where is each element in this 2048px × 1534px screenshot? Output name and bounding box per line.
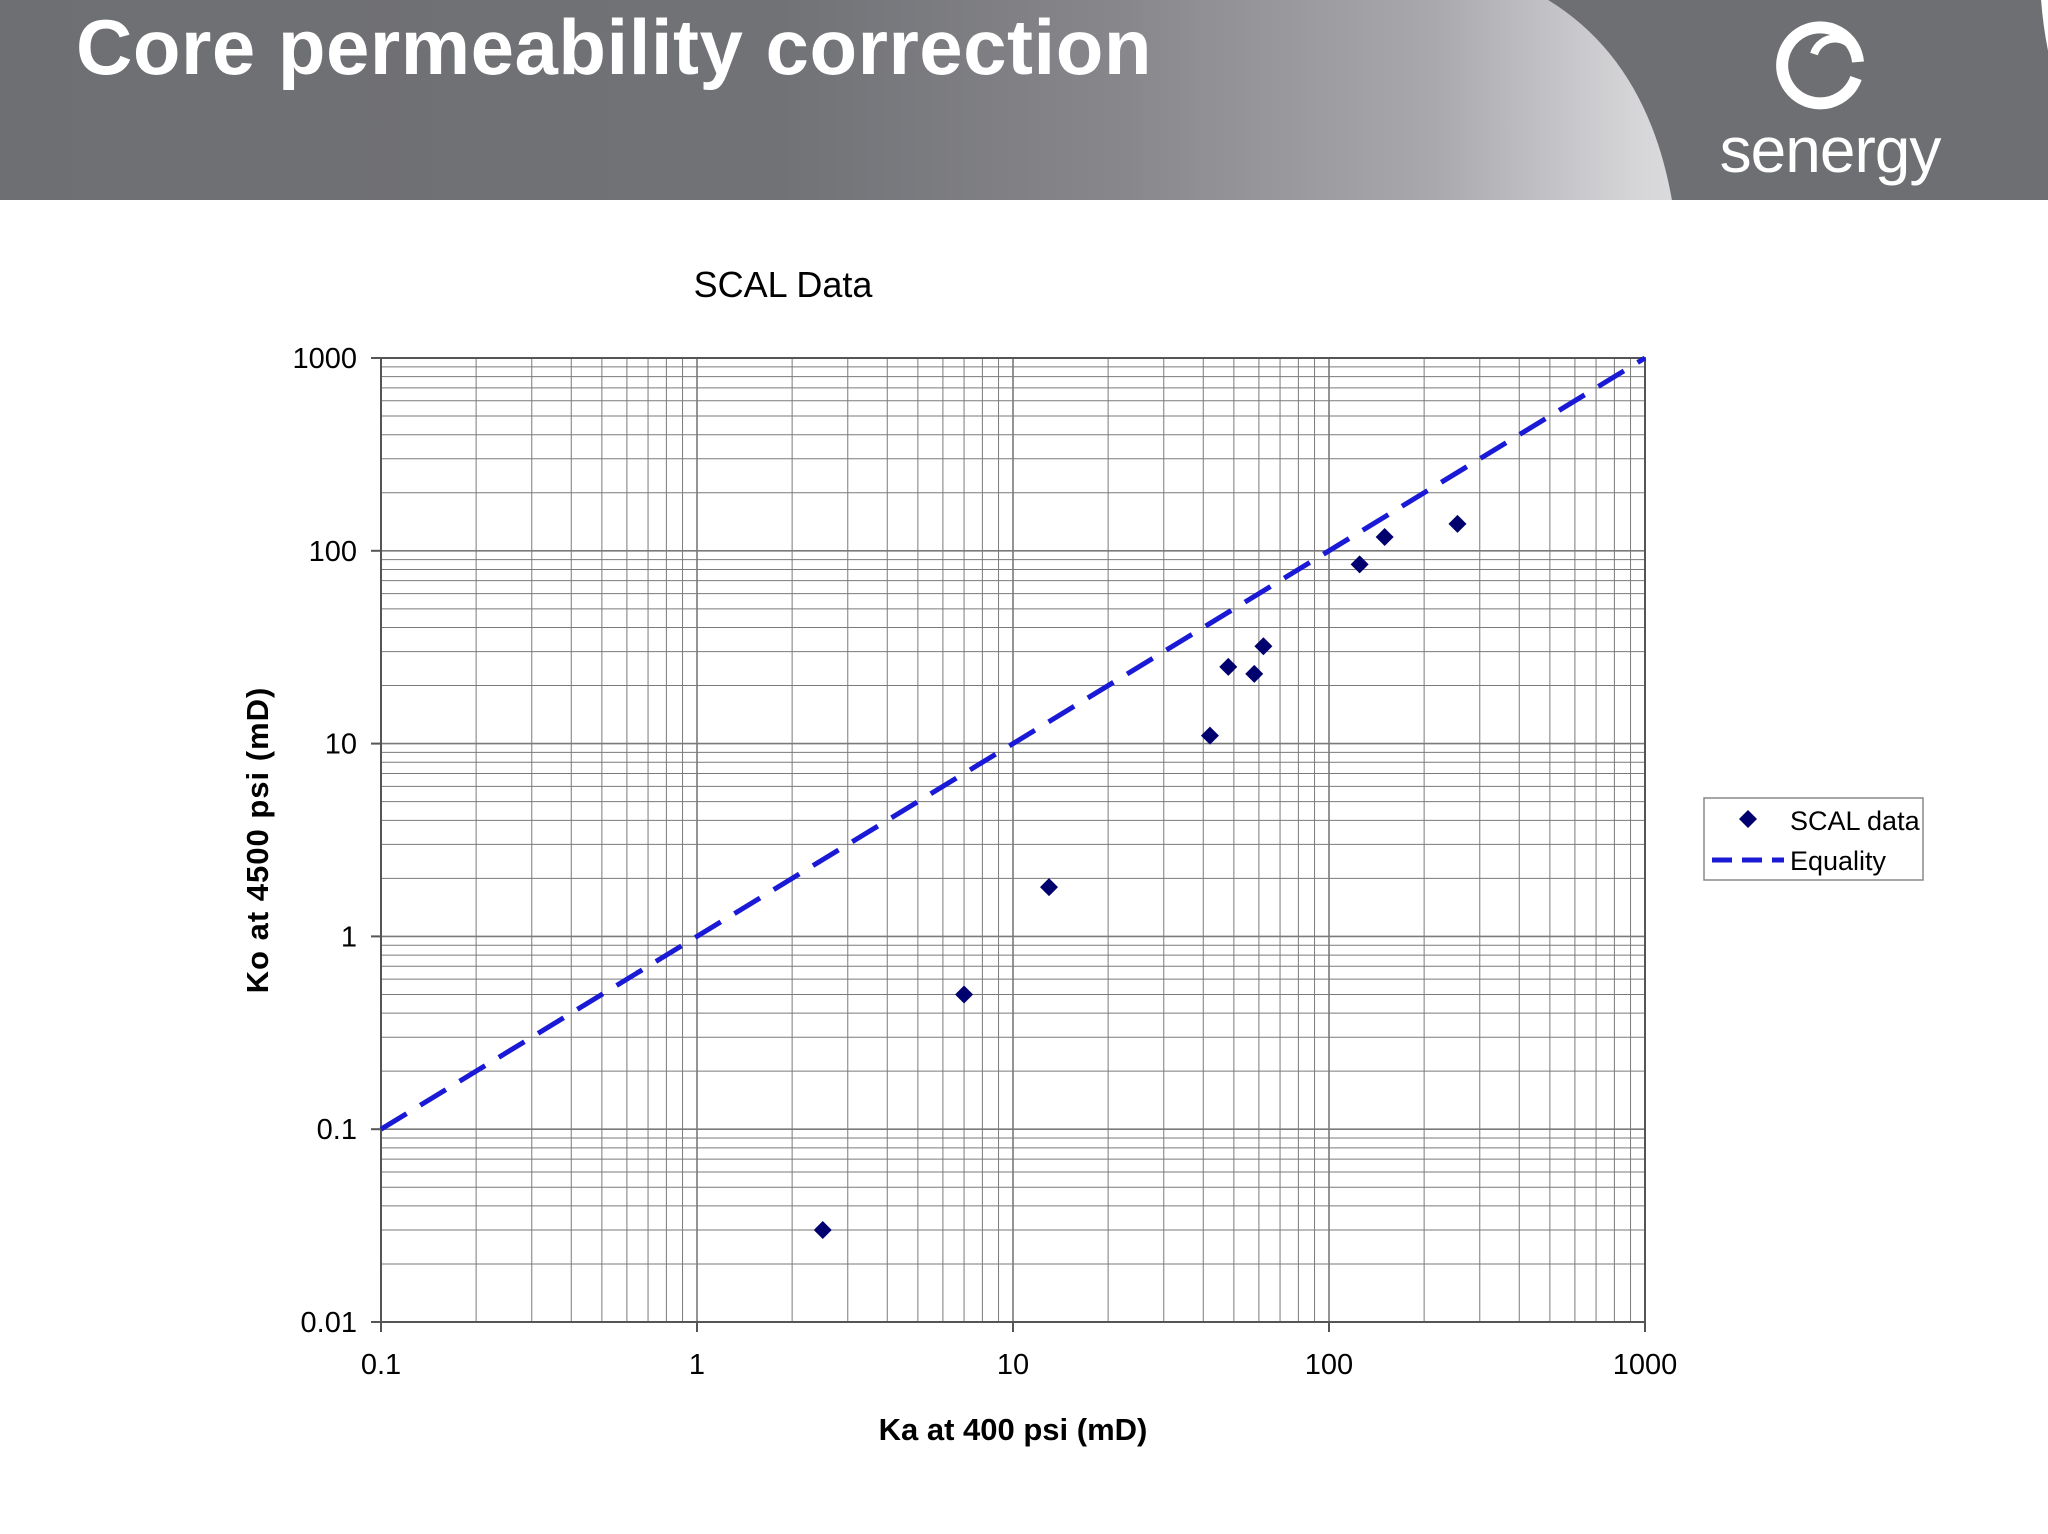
legend-label-equality: Equality (1790, 846, 1887, 876)
x-tick-label: 10 (997, 1349, 1029, 1381)
x-tick-label: 1000 (1613, 1349, 1678, 1381)
x-axis-label: Ka at 400 psi (mD) (879, 1412, 1148, 1447)
senergy-logo: senergy (1690, 18, 1970, 188)
y-tick-label: 100 (309, 536, 357, 568)
chart-gridlines (371, 357, 1646, 1332)
y-axis-label: Ko at 4500 psi (mD) (240, 687, 275, 994)
scal-data-point (1245, 664, 1264, 683)
legend-marker-scal-data (1739, 810, 1757, 828)
scal-data-point (1375, 527, 1394, 546)
equality-line (379, 355, 1647, 1132)
y-tick-label: 10 (325, 729, 357, 761)
scal-data-point (1200, 726, 1219, 745)
scal-data-point (955, 985, 974, 1004)
scal-data-point (1448, 514, 1467, 533)
y-tick-label: 0.1 (317, 1114, 357, 1146)
scal-data-point (1350, 555, 1369, 574)
scal-data-point (1254, 637, 1273, 656)
y-tick-label: 1 (341, 921, 357, 953)
scal-data-point (1219, 657, 1238, 676)
logo-mark-icon (1776, 21, 1864, 110)
chart-title: SCAL Data (694, 264, 874, 305)
chart-legend: SCAL data Equality (1703, 797, 1924, 881)
legend-label-scal-data: SCAL data (1790, 806, 1921, 836)
page-title: Core permeability correction (76, 3, 1152, 91)
x-tick-label: 0.1 (361, 1349, 401, 1381)
logo-text: senergy (1719, 114, 1942, 186)
scal-data-point (1040, 878, 1059, 897)
x-tick-label: 1 (689, 1349, 705, 1381)
chart-series (379, 355, 1647, 1240)
y-tick-label: 1000 (292, 343, 357, 375)
scal-data-point (813, 1221, 832, 1240)
y-tick-label: 0.01 (301, 1307, 357, 1339)
legend-box (1703, 797, 1924, 881)
slide-header: Core permeability correction senergy (0, 0, 2048, 200)
plot-area-frame (380, 357, 1646, 1323)
x-tick-label: 100 (1305, 1349, 1353, 1381)
